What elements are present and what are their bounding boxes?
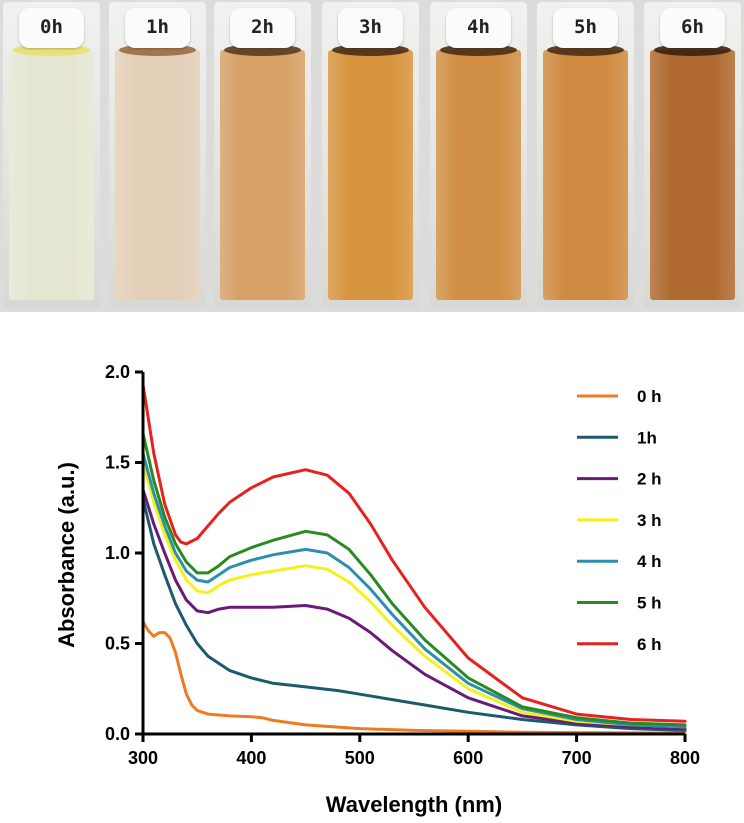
cuvette-liquid [9,50,94,300]
y-tick-label: 1.5 [105,453,130,473]
cuvette-0: 0h [3,2,100,308]
x-tick-label: 600 [453,748,483,768]
series-line-5 [141,432,687,727]
x-tick-label: 400 [236,748,266,768]
cuvette-label: 4h [467,16,490,38]
x-tick-label: 300 [128,748,158,768]
cuvette-label: 5h [574,16,597,38]
y-tick-label: 2.0 [105,362,130,382]
legend-label-1: 1h [637,428,657,447]
series-line-0 [141,620,687,735]
x-tick-label: 500 [345,748,375,768]
series-line-6 [141,383,687,723]
series-layer [141,383,687,735]
cuvette-photo: 0h 1h 2h 3h 4h 5h 6h [0,0,744,312]
y-axis-title: Absorbance (a.u.) [54,462,79,648]
absorbance-chart: 300 400 500 600 700 800 0.0 0.5 1.0 1.5 2.0 0 h 1h 2… [54,362,700,817]
x-tick-label: 800 [670,748,700,768]
series-line-1 [141,497,687,732]
y-tick-label: 1.0 [105,543,130,563]
legend-label-4: 4 h [637,552,662,571]
cuvette-liquid [543,50,628,300]
cuvette-label: 2h [251,16,274,38]
cuvette-label: 0h [40,16,63,38]
y-tick-label: 0.5 [105,634,130,654]
cuvette-4: 4h [430,2,527,308]
legend-label-0: 0 h [637,387,662,406]
x-tick-label: 700 [562,748,592,768]
cuvette-label: 6h [681,16,704,38]
cuvette-5: 5h [537,2,634,308]
legend-label-5: 5 h [637,594,662,613]
cuvette-3: 3h [322,2,419,308]
cuvette-liquid [436,50,521,300]
cuvette-label: 1h [146,16,169,38]
cuvette-1: 1h [109,2,206,308]
cuvette-liquid [220,50,305,300]
cuvette-6: 6h [644,2,741,308]
legend-label-3: 3 h [637,511,662,530]
series-line-4 [141,451,687,729]
cuvette-2: 2h [214,2,311,308]
y-tick-label: 0.0 [105,724,130,744]
cuvette-label: 3h [359,16,382,38]
cuvette-liquid [328,50,413,300]
legend-label-6: 6 h [637,635,662,654]
legend-label-2: 2 h [637,470,662,489]
axes-layer: 300 400 500 600 700 800 0.0 0.5 1.0 1.5 2.0 [105,362,700,768]
cuvette-liquid [115,50,200,300]
series-line-2 [141,488,687,731]
legend: 0 h 1h 2 h 3 h 4 h 5 h 6 h [577,387,662,654]
x-axis-title: Wavelength (nm) [326,792,502,817]
series-line-3 [141,461,687,729]
cuvette-liquid [650,50,735,300]
